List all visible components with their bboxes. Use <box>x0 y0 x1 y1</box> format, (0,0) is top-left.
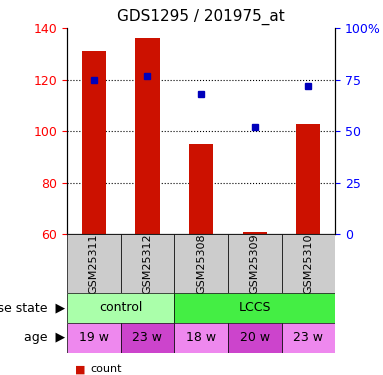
Bar <box>67 322 121 352</box>
Bar <box>282 234 335 292</box>
Text: GSM25311: GSM25311 <box>89 233 99 294</box>
Bar <box>82 51 106 234</box>
Text: disease state  ▶: disease state ▶ <box>0 301 65 314</box>
Bar <box>67 292 174 322</box>
Text: LCCS: LCCS <box>239 301 271 314</box>
Bar <box>282 322 335 352</box>
Bar <box>121 234 174 292</box>
Bar <box>121 322 174 352</box>
Text: 19 w: 19 w <box>79 331 109 344</box>
Bar <box>67 234 121 292</box>
Text: 18 w: 18 w <box>186 331 216 344</box>
Bar <box>228 322 282 352</box>
Bar <box>243 232 267 234</box>
Text: GSM25308: GSM25308 <box>196 233 206 294</box>
Bar <box>174 234 228 292</box>
Bar <box>228 234 282 292</box>
Text: control: control <box>99 301 142 314</box>
Text: GSM25312: GSM25312 <box>142 233 152 294</box>
Text: GSM25310: GSM25310 <box>303 233 313 294</box>
Bar <box>189 144 213 234</box>
Text: GSM25309: GSM25309 <box>250 233 260 294</box>
Title: GDS1295 / 201975_at: GDS1295 / 201975_at <box>117 9 285 26</box>
Text: 20 w: 20 w <box>240 331 270 344</box>
Bar <box>296 123 320 234</box>
Text: age  ▶: age ▶ <box>24 331 65 344</box>
Text: 23 w: 23 w <box>133 331 162 344</box>
Bar <box>174 322 228 352</box>
Text: 23 w: 23 w <box>293 331 323 344</box>
Bar <box>174 292 335 322</box>
Text: count: count <box>90 364 121 374</box>
Text: ■: ■ <box>75 364 85 374</box>
Bar <box>136 39 159 234</box>
